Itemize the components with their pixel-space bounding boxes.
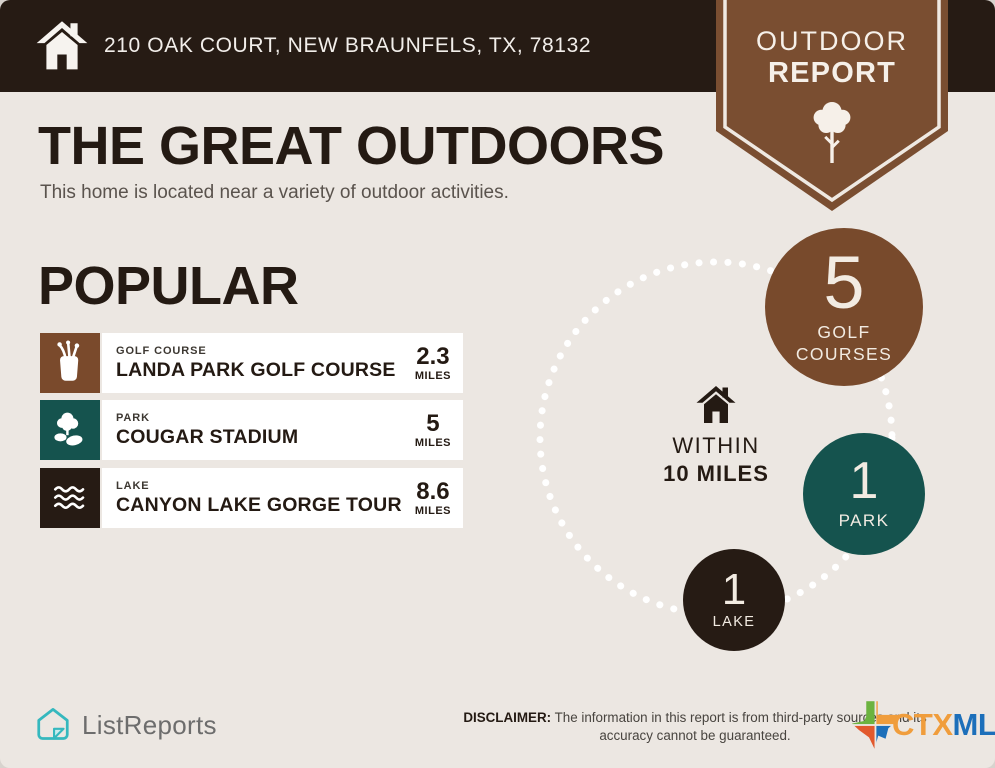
bubble-label: PARK [838,510,890,530]
texas-icon [852,701,898,749]
bubble-golf-courses: 5 GOLF COURSES [765,228,923,386]
distance-unit: MILES [414,436,451,449]
home-icon-center [696,386,736,424]
brand-name: ListReports [82,709,217,740]
outdoor-report-badge: OUTDOOR REPORT [716,0,948,212]
distance-value: 5 [426,409,440,437]
page-title: THE GREAT OUTDOORS [38,116,665,176]
place-name: LANDA PARK GOLF COURSE [116,358,396,381]
badge-title-line2: REPORT [767,57,897,89]
distance: 8.6 MILES [414,477,451,517]
distance-value: 8.6 [416,477,450,505]
bubble-count: 1 [721,564,747,614]
activity-icon-tile [40,400,100,460]
activity-icon-tile [40,333,100,393]
badge-title-line1: OUTDOOR [756,26,908,56]
distance: 5 MILES [414,409,451,449]
activity-row-park: PARK COUGAR STADIUM 5 MILES [40,400,463,460]
distance: 2.3 MILES [414,342,451,382]
activity-icon-tile [40,468,100,528]
distance-value: 2.3 [416,342,450,370]
bubble-label: GOLF COURSES [795,322,893,365]
within-label: WITHIN [672,433,760,458]
home-icon [36,21,88,71]
bubble-label: LAKE [712,614,756,631]
bubble-lake: 1 LAKE [683,549,785,651]
activity-row-lake: LAKE CANYON LAKE GORGE TOUR 8.6 MILES [40,468,463,528]
category-label: LAKE [116,479,150,492]
disclaimer: DISCLAIMER: The information in this repo… [435,709,955,745]
park-trees-icon [54,412,83,446]
mls-text: MLS [952,707,995,742]
ctx-text: CTX [892,707,953,742]
ctxmls-logo: CTXMLS [852,701,995,749]
listreports-logo: ListReports [34,706,217,744]
activity-card: PARK COUGAR STADIUM 5 MILES [102,400,463,460]
distance-unit: MILES [414,504,451,517]
listreports-house-icon [37,708,69,740]
golf-bag-icon [57,340,80,381]
distance-unit: MILES [414,369,451,382]
activity-card: GOLF COURSE LANDA PARK GOLF COURSE 2.3 M… [102,333,463,393]
disclaimer-text: The information in this report is from t… [551,710,927,744]
activity-card: LAKE CANYON LAKE GORGE TOUR 8.6 MILES [102,468,463,528]
category-label: GOLF COURSE [116,344,207,357]
property-address: 210 OAK COURT, NEW BRAUNFELS, TX, 78132 [104,34,592,57]
section-heading-popular: POPULAR [38,256,299,316]
disclaimer-label: DISCLAIMER: [463,710,552,725]
page-subtitle: This home is located near a variety of o… [40,182,509,203]
category-label: PARK [116,411,150,424]
bubble-count: 5 [823,240,865,324]
place-name: COUGAR STADIUM [116,425,299,448]
radius-center-label: WITHIN 10 MILES [641,386,791,487]
bubble-count: 1 [849,452,879,511]
place-name: CANYON LAKE GORGE TOUR [116,493,402,516]
tree-icon [813,101,851,163]
bubble-park: 1 PARK [803,433,925,555]
miles-label: 10 MILES [663,461,769,486]
activity-row-golf: GOLF COURSE LANDA PARK GOLF COURSE 2.3 M… [40,333,463,393]
waves-icon [53,486,85,510]
